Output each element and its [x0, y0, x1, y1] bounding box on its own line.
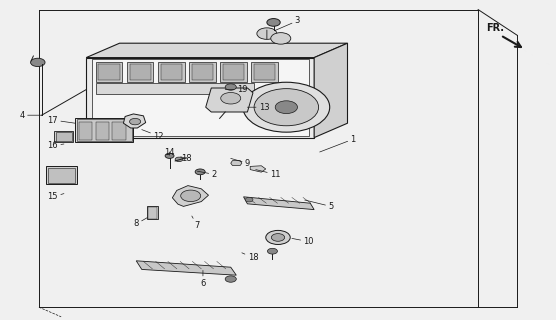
Bar — [220, 62, 247, 82]
Circle shape — [267, 19, 280, 26]
Bar — [98, 64, 120, 80]
Circle shape — [195, 169, 205, 175]
Polygon shape — [244, 197, 314, 210]
Text: 3: 3 — [275, 16, 300, 30]
Polygon shape — [250, 166, 266, 172]
Bar — [251, 62, 278, 82]
Polygon shape — [206, 88, 253, 112]
Text: 4: 4 — [19, 111, 42, 120]
Bar — [158, 62, 185, 82]
Bar — [127, 62, 153, 82]
Circle shape — [165, 153, 174, 158]
Polygon shape — [92, 59, 309, 136]
Circle shape — [254, 89, 319, 126]
Text: 1: 1 — [320, 135, 356, 152]
Text: 7: 7 — [192, 216, 200, 230]
Text: 12: 12 — [142, 130, 163, 140]
Bar — [48, 168, 75, 183]
Circle shape — [31, 58, 45, 67]
Bar — [254, 64, 275, 80]
Bar — [75, 118, 133, 142]
Polygon shape — [86, 43, 348, 58]
Circle shape — [267, 248, 277, 254]
Circle shape — [225, 84, 236, 90]
Text: 19: 19 — [225, 85, 247, 94]
Bar — [54, 131, 73, 142]
Bar — [46, 166, 77, 184]
Text: 13: 13 — [247, 103, 270, 112]
Text: 18: 18 — [181, 154, 192, 163]
Bar — [189, 62, 216, 82]
Circle shape — [271, 234, 285, 241]
Bar — [96, 83, 254, 94]
Polygon shape — [136, 261, 236, 275]
Bar — [96, 62, 122, 82]
Text: 8: 8 — [133, 218, 147, 228]
Bar — [79, 122, 92, 140]
Text: FR.: FR. — [486, 23, 504, 33]
Bar — [192, 64, 213, 80]
Bar — [223, 64, 244, 80]
Circle shape — [181, 190, 201, 202]
Polygon shape — [314, 43, 348, 138]
Text: 16: 16 — [47, 141, 64, 150]
Circle shape — [271, 33, 291, 44]
Polygon shape — [86, 58, 314, 138]
Text: 17: 17 — [47, 116, 75, 124]
Text: 9: 9 — [231, 158, 250, 168]
Circle shape — [225, 276, 236, 282]
Bar — [161, 64, 182, 80]
Text: 14: 14 — [165, 148, 175, 156]
Text: 15: 15 — [48, 192, 64, 201]
Text: 5: 5 — [305, 200, 334, 211]
Bar — [56, 132, 72, 141]
Bar — [147, 206, 158, 219]
Text: 2: 2 — [197, 170, 217, 179]
Circle shape — [266, 230, 290, 244]
Text: 18: 18 — [242, 253, 259, 262]
Circle shape — [257, 28, 277, 39]
Polygon shape — [123, 114, 146, 128]
Bar — [130, 64, 151, 80]
Text: 11: 11 — [256, 170, 280, 179]
Circle shape — [245, 197, 253, 202]
Circle shape — [130, 118, 141, 125]
Circle shape — [221, 92, 241, 104]
Polygon shape — [231, 161, 242, 165]
Circle shape — [275, 101, 297, 114]
Bar — [112, 122, 126, 140]
Bar — [148, 207, 157, 219]
Bar — [96, 122, 109, 140]
Bar — [77, 119, 132, 141]
Circle shape — [243, 82, 330, 132]
Circle shape — [175, 157, 183, 162]
Text: 6: 6 — [200, 270, 206, 288]
Text: 10: 10 — [292, 237, 314, 246]
Polygon shape — [172, 186, 208, 206]
